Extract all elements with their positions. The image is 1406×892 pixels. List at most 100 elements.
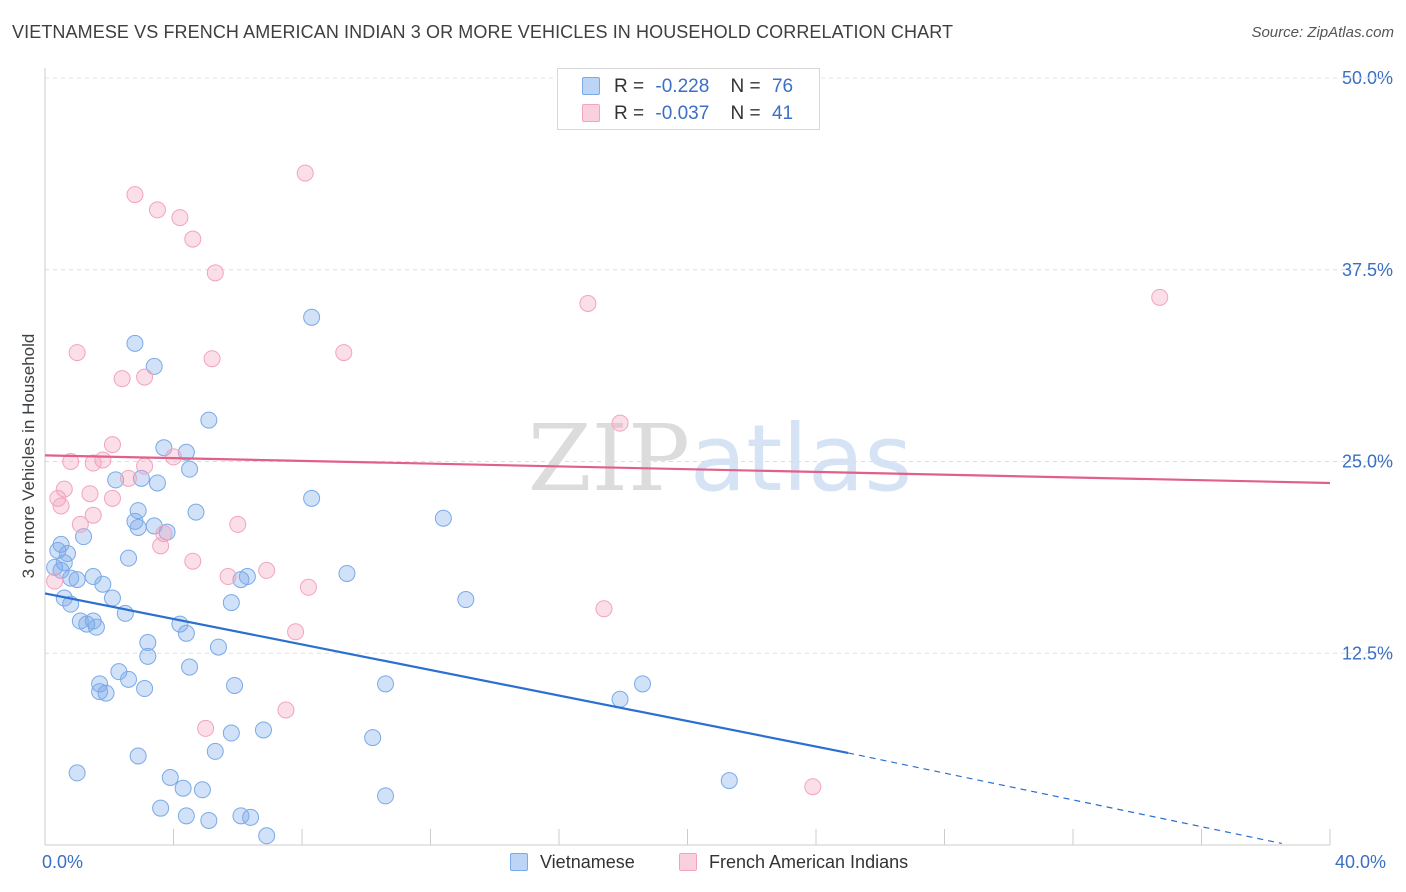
french-american-indians-point (1151, 288, 1169, 306)
vietnamese-point (87, 618, 105, 636)
vietnamese-point (434, 509, 452, 527)
french-american-indians-point (171, 209, 189, 227)
vietnamese-point (94, 575, 112, 593)
vietnamese-point (611, 690, 629, 708)
y-tick-label: 37.5% (1342, 260, 1393, 280)
vietnamese-r-value: -0.228 (655, 76, 710, 97)
french-american-indians-point (55, 480, 73, 498)
french-american-indians-trend-line (44, 454, 1331, 485)
vietnamese-point (152, 799, 170, 817)
vietnamese-point (238, 568, 256, 586)
french-american-indians-r-value: -0.037 (655, 103, 710, 124)
vietnamese-point (187, 503, 205, 521)
french-american-indians-point (804, 778, 822, 796)
legend-french-american-indians-swatch (679, 853, 697, 871)
french-american-indians-point (197, 719, 215, 737)
french-american-indians-point (296, 164, 314, 182)
french-american-indians-point (46, 572, 64, 590)
chart-title: VIETNAMESE VS FRENCH AMERICAN INDIAN 3 O… (12, 22, 954, 42)
vietnamese-point (62, 569, 80, 587)
vietnamese-point (52, 535, 70, 553)
vietnamese-point (145, 357, 163, 375)
french-american-indians-point (62, 453, 80, 470)
vietnamese-point (720, 772, 738, 790)
french-american-indians-point (148, 201, 166, 219)
french-american-indians-point (94, 451, 112, 469)
vietnamese-point (200, 811, 218, 829)
vietnamese-point (139, 647, 157, 665)
vietnamese-point (68, 764, 86, 782)
french-american-indians-point (203, 350, 221, 368)
vietnamese-point (200, 411, 218, 429)
vietnamese-point (338, 564, 356, 582)
vietnamese-point (377, 675, 395, 693)
french-american-indians-point (184, 552, 202, 570)
french-american-indians-point (52, 497, 70, 515)
french-american-indians-point (299, 578, 317, 596)
vietnamese-point (58, 545, 76, 563)
french-american-indians-point (258, 561, 276, 579)
french-american-indians-point (595, 600, 613, 618)
vietnamese-point (193, 781, 211, 799)
french-american-indians-point (81, 485, 99, 503)
vietnamese-point (634, 675, 652, 693)
vietnamese-point (161, 769, 179, 787)
french-american-indians-point (229, 515, 247, 533)
vietnamese-point (129, 747, 147, 765)
french-american-indians-n-label: N = (730, 103, 761, 124)
x-tick-label-min: 0.0% (42, 852, 84, 872)
french-american-indians-point (611, 414, 629, 432)
french-american-indians-point (335, 344, 353, 362)
french-american-indians-point (84, 506, 102, 524)
chart-source: Source: ZipAtlas.com (1251, 24, 1394, 41)
vietnamese-point (226, 676, 244, 694)
vietnamese-point (364, 729, 382, 747)
vietnamese-point (174, 779, 192, 797)
french-american-indians-point (103, 436, 121, 454)
vietnamese-n-value: 76 (771, 76, 794, 97)
vietnamese-point (136, 680, 154, 698)
vietnamese-point (103, 589, 121, 607)
french-american-indians-point (84, 454, 102, 472)
vietnamese-point (120, 670, 138, 688)
vietnamese-point (457, 591, 475, 609)
french-american-indians-point (277, 701, 295, 719)
vietnamese-point (242, 808, 260, 826)
vietnamese-point (126, 334, 144, 352)
vietnamese-point (126, 512, 144, 530)
french-american-indians-point (184, 230, 202, 248)
vietnamese-point (222, 594, 240, 612)
vietnamese-point (107, 471, 125, 489)
legend-vietnamese-label: Vietnamese (540, 852, 635, 872)
vietnamese-point (97, 684, 115, 702)
french-american-indians-point (579, 294, 597, 312)
x-tick-label-max: 40.0% (1335, 852, 1387, 872)
vietnamese-trend-line (44, 592, 849, 755)
french-american-indians-n-value: 41 (771, 103, 794, 124)
vietnamese-point (177, 624, 195, 642)
french-american-indians-r-label: R = (614, 103, 645, 124)
y-tick-label: 25.0% (1342, 452, 1393, 472)
french-american-indians-point (136, 368, 154, 386)
vietnamese-point (181, 658, 199, 676)
french-american-indians-swatch (582, 104, 600, 122)
legend-vietnamese-swatch (510, 853, 528, 871)
vietnamese-trend-line-extension (848, 752, 1282, 845)
french-american-indians-point (68, 344, 86, 362)
vietnamese-point (303, 308, 321, 326)
vietnamese-point (177, 443, 195, 461)
y-tick-label: 12.5% (1342, 643, 1393, 663)
watermark: ZIPatlas (528, 405, 913, 512)
vietnamese-point (254, 721, 272, 739)
french-american-indians-point (155, 525, 173, 543)
legend-french-american-indians-label: French American Indians (709, 852, 909, 872)
vietnamese-swatch (582, 77, 600, 95)
french-american-indians-point (165, 448, 182, 466)
vietnamese-point (209, 638, 227, 656)
vietnamese-point (68, 571, 86, 589)
vietnamese-point (91, 675, 109, 693)
french-american-indians-point (113, 370, 131, 388)
vietnamese-point (129, 502, 147, 520)
vietnamese-point (177, 807, 195, 825)
